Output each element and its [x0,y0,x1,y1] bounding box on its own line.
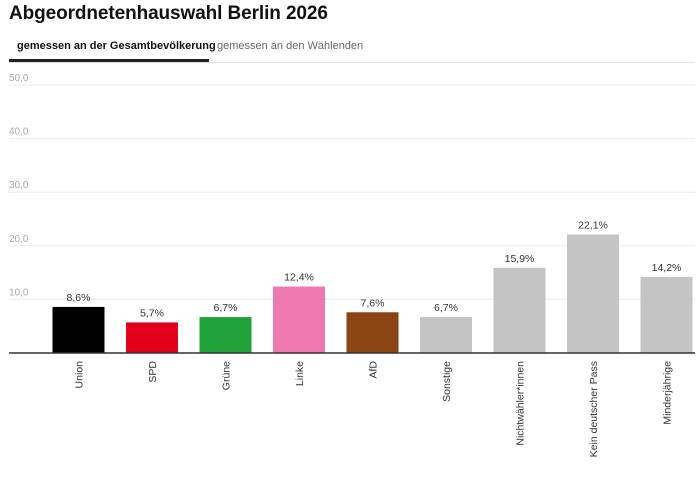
data-label: 5,7% [140,307,164,319]
category-label: Sonstige [441,361,453,402]
category-label: Grüne [221,361,233,390]
bar[interactable] [273,286,325,353]
y-tick-label: 20,0 [9,234,29,245]
tab-waehlende[interactable]: gemessen an den Wählenden [217,40,364,52]
bar[interactable] [567,234,619,353]
y-tick-label: 10,0 [9,287,29,298]
data-label: 22,1% [578,220,608,232]
data-label: 8,6% [67,292,91,304]
category-labels: Union SPD Grüne Linke AfD Sonstige Nichtwähler… [74,361,674,458]
data-label: 6,7% [214,302,238,314]
data-labels: 8,6% 5,7% 6,7% 12,4% 7,6% 6,7% 15,9% 22,1% 14,2% [67,220,682,320]
data-label: 6,7% [434,302,458,314]
category-label: Union [74,361,86,389]
chart-title: Abgeordnetenhauswahl Berlin 2026 [9,3,328,24]
bar[interactable] [640,276,693,353]
category-label: Linke [294,361,306,386]
bar[interactable] [126,322,178,353]
category-label: Kein deutscher Pass [588,361,600,457]
tab-bar: gemessen an der Gesamtbevölkerung gemess… [9,36,695,63]
bar[interactable] [346,312,399,353]
category-label: Minderjährige [662,361,674,425]
data-label: 15,9% [505,253,535,265]
y-axis-ticks: 10,0 20,0 30,0 40,0 50,0 [9,73,29,298]
bars [52,234,693,353]
data-label: 14,2% [652,262,682,274]
bar[interactable] [493,267,546,353]
category-label: Nichtwähler*innen [515,361,527,446]
data-label: 7,6% [361,297,385,309]
bar[interactable] [420,317,472,353]
bar[interactable] [52,306,105,353]
y-tick-label: 50,0 [9,73,29,84]
tab-gesamtbevoelkerung[interactable]: gemessen an der Gesamtbevölkerung [9,40,216,62]
category-label: SPD [147,361,159,383]
category-label: AfD [368,361,380,379]
data-label: 12,4% [284,272,314,284]
y-tick-label: 30,0 [9,180,29,191]
y-tick-label: 40,0 [9,127,29,138]
bar[interactable] [199,317,252,353]
